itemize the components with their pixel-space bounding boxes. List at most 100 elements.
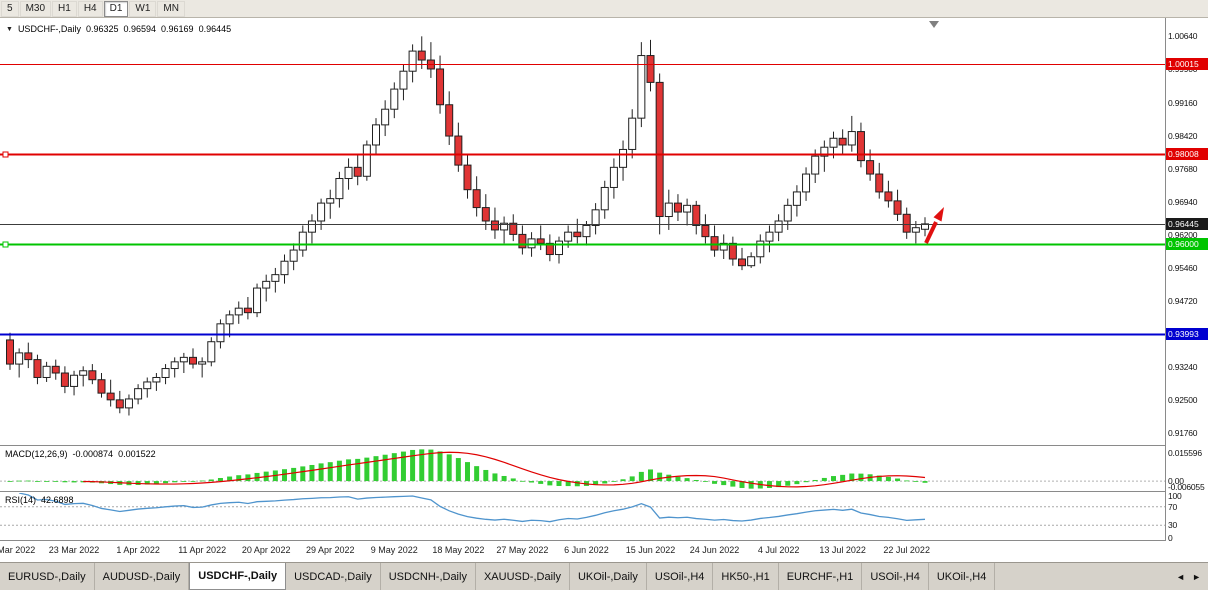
macd-histogram-bar — [492, 473, 498, 482]
bull-candle — [134, 388, 143, 400]
timeframe-button-m30[interactable]: M30 — [19, 0, 52, 17]
arrow-up-icon[interactable] — [933, 207, 945, 222]
macd-histogram-bar — [71, 481, 77, 483]
bear-candle — [893, 200, 902, 215]
timeframe-button-h4[interactable]: H4 — [77, 0, 103, 17]
date-label: 9 May 2022 — [370, 545, 418, 555]
tab-usoil-h4[interactable]: USOil-,H4 — [862, 563, 929, 590]
bull-candle — [326, 198, 335, 204]
macd-histogram-bar — [565, 481, 571, 487]
bull-candle — [124, 398, 133, 409]
bull-candle — [820, 146, 829, 157]
macd-histogram-bar — [446, 454, 452, 482]
ohlc-low: 0.96169 — [161, 24, 194, 34]
macd-histogram-bar — [44, 481, 50, 482]
bear-candle — [106, 392, 115, 401]
macd-histogram-bar — [684, 478, 690, 482]
axis-tick-label: 0.94720 — [1168, 296, 1198, 307]
bear-candle — [436, 68, 445, 106]
macd-histogram-bar — [794, 481, 800, 485]
pane-splitter[interactable] — [0, 445, 1208, 446]
bear-candle — [24, 352, 33, 361]
bull-candle — [527, 238, 536, 249]
macd-histogram-bar — [885, 476, 891, 482]
bull-candle — [225, 314, 234, 325]
tab-eurusd-daily[interactable]: EURUSD-,Daily — [0, 563, 95, 590]
line-handle[interactable] — [2, 241, 9, 248]
timeframe-button-5[interactable]: 5 — [1, 0, 19, 17]
timeframe-button-h1[interactable]: H1 — [52, 0, 77, 17]
tab-audusd-daily[interactable]: AUDUSD-,Daily — [95, 563, 190, 590]
macd-pane-canvas[interactable] — [0, 447, 1165, 491]
tab-usdchf-daily[interactable]: USDCHF-,Daily — [189, 563, 287, 590]
macd-histogram-bar — [529, 481, 535, 483]
bear-candle — [866, 160, 875, 175]
bear-candle — [490, 220, 499, 231]
bear-candle — [875, 173, 884, 193]
tab-eurchf-h1[interactable]: EURCHF-,H1 — [779, 563, 863, 590]
tab-usdcnh-daily[interactable]: USDCNH-,Daily — [381, 563, 476, 590]
tab-scroll-left-icon[interactable]: ◄ — [1176, 571, 1186, 582]
bull-candle — [79, 370, 88, 376]
axis-tick-label: 0.97680 — [1168, 163, 1198, 174]
time-axis[interactable]: 14 Mar 2022 23 Mar 2022 1 Apr 2022 11 Apr 2… — [0, 541, 1165, 561]
arrow-up-icon[interactable] — [924, 221, 938, 244]
macd-histogram-bar — [766, 481, 772, 488]
macd-histogram-bar — [364, 457, 370, 482]
bear-candle — [536, 238, 545, 244]
axis-tick-label: 0.96940 — [1168, 196, 1198, 207]
rsi-value: 42.6898 — [41, 495, 74, 505]
macd-histogram-bar — [236, 475, 242, 482]
main-chart-canvas[interactable] — [0, 18, 1165, 445]
tab-ukoil-daily[interactable]: UKOil-,Daily — [570, 563, 647, 590]
bear-candle — [856, 131, 865, 162]
bear-candle — [60, 372, 69, 387]
bull-candle — [774, 220, 783, 233]
macd-histogram-bar — [556, 481, 562, 486]
tab-hk50-h1[interactable]: HK50-,H1 — [713, 563, 779, 590]
macd-histogram-bar — [474, 466, 480, 482]
tab-scroll-right-icon[interactable]: ► — [1192, 571, 1201, 582]
macd-histogram-bar — [410, 449, 416, 482]
macd-histogram-bar — [346, 459, 352, 482]
bull-candle — [307, 220, 316, 233]
tab-ukoil-h4[interactable]: UKOil-,H4 — [929, 563, 996, 590]
bear-candle — [692, 204, 701, 226]
pane-splitter[interactable] — [0, 491, 1208, 492]
bear-candle — [738, 258, 746, 267]
macd-histogram-bar — [638, 471, 644, 482]
macd-histogram-bar — [876, 475, 882, 482]
rsi-pane-canvas[interactable] — [0, 493, 1165, 539]
bull-candle — [344, 166, 353, 180]
line-handle[interactable] — [2, 151, 9, 158]
macd-histogram-bar — [327, 462, 333, 482]
bull-candle — [298, 231, 307, 251]
bull-candle — [921, 223, 929, 230]
macd-histogram-bar — [419, 449, 425, 482]
macd-histogram-bar — [217, 477, 223, 482]
timeframe-button-w1[interactable]: W1 — [129, 0, 157, 17]
chart-shift-marker-icon[interactable] — [929, 21, 939, 28]
chevron-down-icon[interactable]: ▼ — [6, 25, 13, 33]
rsi-indicator-header: RSI(14) 42.6898 — [5, 495, 74, 505]
macd-histogram-bar — [382, 454, 388, 482]
tab-usdcad-daily[interactable]: USDCAD-,Daily — [286, 563, 381, 590]
macd-histogram-bar — [391, 453, 397, 482]
macd-histogram-bar — [254, 472, 260, 482]
bull-candle — [335, 178, 344, 200]
axis-tick-label: 0.98420 — [1168, 130, 1198, 141]
price-axis[interactable]: 1.006400.999000.991600.984200.976800.969… — [1166, 18, 1208, 560]
axis-tick-label: 0.96200 — [1168, 229, 1198, 240]
bear-candle — [445, 104, 454, 137]
price-label: 0.96445 — [1166, 217, 1208, 230]
timeframe-button-mn[interactable]: MN — [157, 0, 185, 17]
timeframe-button-d1[interactable]: D1 — [103, 0, 129, 17]
axis-tick-label: 0.99160 — [1168, 97, 1198, 108]
tab-xauusd-daily[interactable]: XAUUSD-,Daily — [476, 563, 570, 590]
macd-histogram-bar — [620, 479, 626, 482]
bear-candle — [728, 242, 737, 260]
tab-usoil-h4[interactable]: USOil-,H4 — [647, 563, 714, 590]
date-label: 18 May 2022 — [432, 545, 485, 555]
macd-main-value: -0.000874 — [72, 449, 114, 459]
